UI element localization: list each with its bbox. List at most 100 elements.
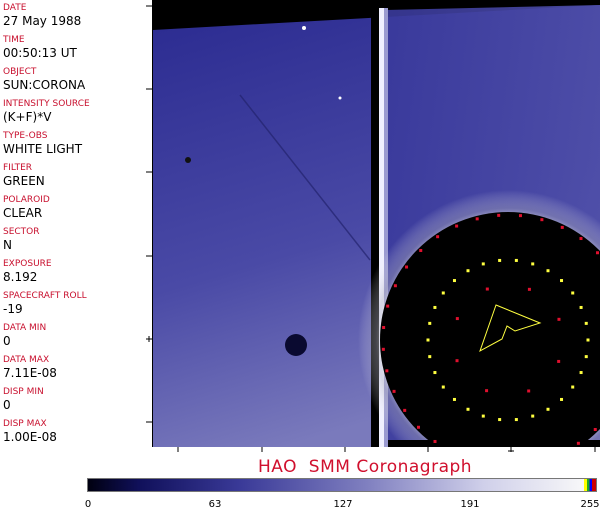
field-label: FILTER bbox=[3, 163, 33, 173]
marker-point bbox=[498, 418, 502, 422]
field-value: 27 May 1988 bbox=[3, 14, 82, 28]
marker-point bbox=[441, 385, 445, 389]
marker-point bbox=[540, 218, 544, 222]
sun-center-marker bbox=[479, 304, 542, 353]
field-value: WHITE LIGHT bbox=[3, 142, 83, 156]
field-label: SECTOR bbox=[3, 227, 40, 237]
marker-point bbox=[579, 305, 583, 309]
field-label: POLAROID bbox=[3, 195, 50, 205]
marker-point bbox=[428, 321, 432, 325]
coronagraph-image bbox=[146, 0, 600, 452]
marker-point bbox=[393, 284, 397, 288]
field-label: SPACECRAFT ROLL bbox=[3, 291, 87, 301]
marker-point bbox=[576, 441, 580, 445]
marker-point bbox=[436, 235, 440, 239]
field-value: (K+F)*V bbox=[3, 110, 52, 124]
marker-point bbox=[455, 359, 459, 363]
marker-point bbox=[546, 269, 550, 273]
colorbar-tick: 191 bbox=[460, 499, 480, 510]
field-label: DATE bbox=[3, 3, 27, 13]
field-label: DATA MAX bbox=[3, 355, 50, 365]
field-value: 0 bbox=[3, 398, 11, 412]
marker-point bbox=[419, 248, 423, 252]
field-label: DATA MIN bbox=[3, 323, 47, 333]
marker-point bbox=[433, 439, 437, 443]
marker-point bbox=[455, 317, 459, 321]
chart-title: HAO SMM Coronagraph bbox=[258, 457, 473, 477]
colorbar bbox=[87, 478, 597, 492]
field-label: DISP MAX bbox=[3, 419, 47, 429]
marker-point bbox=[433, 305, 437, 309]
occulting-disk bbox=[380, 212, 600, 447]
colorbar-tick: 127 bbox=[333, 499, 353, 510]
field-label: TYPE-OBS bbox=[3, 131, 48, 141]
marker-point bbox=[546, 407, 550, 411]
colorbar-overlay-colors bbox=[584, 479, 596, 491]
field-value: CLEAR bbox=[3, 206, 43, 220]
marker-point bbox=[514, 418, 518, 422]
marker-point bbox=[571, 385, 575, 389]
marker-point bbox=[560, 397, 564, 401]
marker-point bbox=[481, 414, 485, 418]
field-label: INTENSITY SOURCE bbox=[3, 99, 90, 109]
occulter-pylon-shadow bbox=[285, 334, 307, 356]
marker-point bbox=[485, 389, 489, 393]
marker-point bbox=[579, 371, 583, 375]
marker-point bbox=[514, 258, 518, 262]
marker-point bbox=[403, 408, 407, 412]
marker-point bbox=[560, 279, 564, 283]
marker-point bbox=[586, 338, 590, 342]
field-label: EXPOSURE bbox=[3, 259, 52, 269]
field-value: N bbox=[3, 238, 12, 252]
axis-ticks bbox=[146, 5, 596, 452]
marker-point bbox=[557, 359, 561, 363]
marker-point bbox=[596, 251, 600, 255]
marker-point bbox=[452, 397, 456, 401]
marker-point bbox=[452, 279, 456, 283]
marker-point bbox=[405, 265, 409, 269]
colorbar-tick: 63 bbox=[208, 499, 222, 510]
marker-point bbox=[386, 304, 390, 308]
field-value: -19 bbox=[3, 302, 23, 316]
colorbar-tick: 255 bbox=[580, 499, 600, 510]
field-value: 8.192 bbox=[3, 270, 38, 284]
marker-point bbox=[527, 389, 531, 393]
marker-point bbox=[455, 224, 459, 228]
marker-point bbox=[527, 287, 531, 291]
marker-point bbox=[531, 414, 535, 418]
field-value: 7.11E-08 bbox=[3, 366, 57, 380]
marker-point bbox=[498, 258, 502, 262]
marker-point bbox=[381, 347, 385, 351]
marker-point bbox=[466, 407, 470, 411]
header-info-panel bbox=[0, 0, 153, 447]
marker-point bbox=[426, 338, 430, 342]
field-label: TIME bbox=[3, 35, 25, 45]
marker-point bbox=[475, 217, 479, 221]
marker-point bbox=[428, 355, 432, 359]
field-value: 0 bbox=[3, 334, 11, 348]
marker-point bbox=[560, 225, 564, 229]
marker-point bbox=[433, 371, 437, 375]
marker-point bbox=[497, 213, 501, 217]
marker-point bbox=[518, 214, 522, 218]
marker-point bbox=[579, 237, 583, 241]
marker-point bbox=[452, 451, 455, 452]
marker-point bbox=[416, 425, 420, 429]
marker-point bbox=[584, 321, 588, 325]
marker-point bbox=[481, 262, 485, 266]
pylon-edge bbox=[379, 8, 384, 447]
field-label: OBJECT bbox=[3, 67, 37, 77]
marker-point bbox=[485, 287, 489, 291]
field-label: DISP MIN bbox=[3, 387, 44, 397]
marker-point bbox=[382, 326, 386, 330]
field-value: GREEN bbox=[3, 174, 45, 188]
marker-point bbox=[385, 369, 389, 373]
marker-point bbox=[571, 291, 575, 295]
marker-point bbox=[557, 317, 561, 321]
field-value: 1.00E-08 bbox=[3, 430, 57, 444]
marker-point bbox=[584, 355, 588, 359]
marker-point bbox=[593, 428, 597, 432]
marker-point bbox=[392, 389, 396, 393]
marker-overlay bbox=[381, 213, 600, 452]
marker-point bbox=[441, 291, 445, 295]
